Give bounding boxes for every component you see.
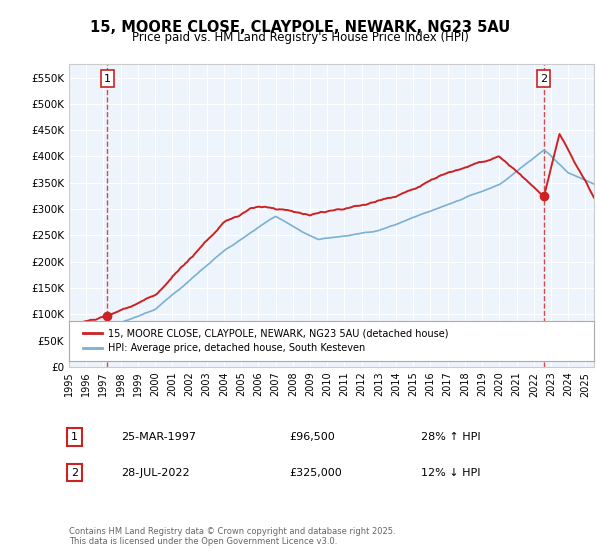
Text: 1: 1 <box>104 73 111 83</box>
Text: £325,000: £325,000 <box>290 468 342 478</box>
Text: 2: 2 <box>540 73 547 83</box>
Text: 15, MOORE CLOSE, CLAYPOLE, NEWARK, NG23 5AU: 15, MOORE CLOSE, CLAYPOLE, NEWARK, NG23 … <box>90 20 510 35</box>
Text: 1: 1 <box>71 432 78 442</box>
Text: Price paid vs. HM Land Registry's House Price Index (HPI): Price paid vs. HM Land Registry's House … <box>131 31 469 44</box>
Text: 28-JUL-2022: 28-JUL-2022 <box>121 468 190 478</box>
Text: 2: 2 <box>71 468 78 478</box>
Text: 25-MAR-1997: 25-MAR-1997 <box>121 432 197 442</box>
Text: £96,500: £96,500 <box>290 432 335 442</box>
Text: 12% ↓ HPI: 12% ↓ HPI <box>421 468 480 478</box>
Text: Contains HM Land Registry data © Crown copyright and database right 2025.
This d: Contains HM Land Registry data © Crown c… <box>69 526 395 546</box>
Text: 28% ↑ HPI: 28% ↑ HPI <box>421 432 481 442</box>
Legend: 15, MOORE CLOSE, CLAYPOLE, NEWARK, NG23 5AU (detached house), HPI: Average price: 15, MOORE CLOSE, CLAYPOLE, NEWARK, NG23 … <box>79 325 452 357</box>
